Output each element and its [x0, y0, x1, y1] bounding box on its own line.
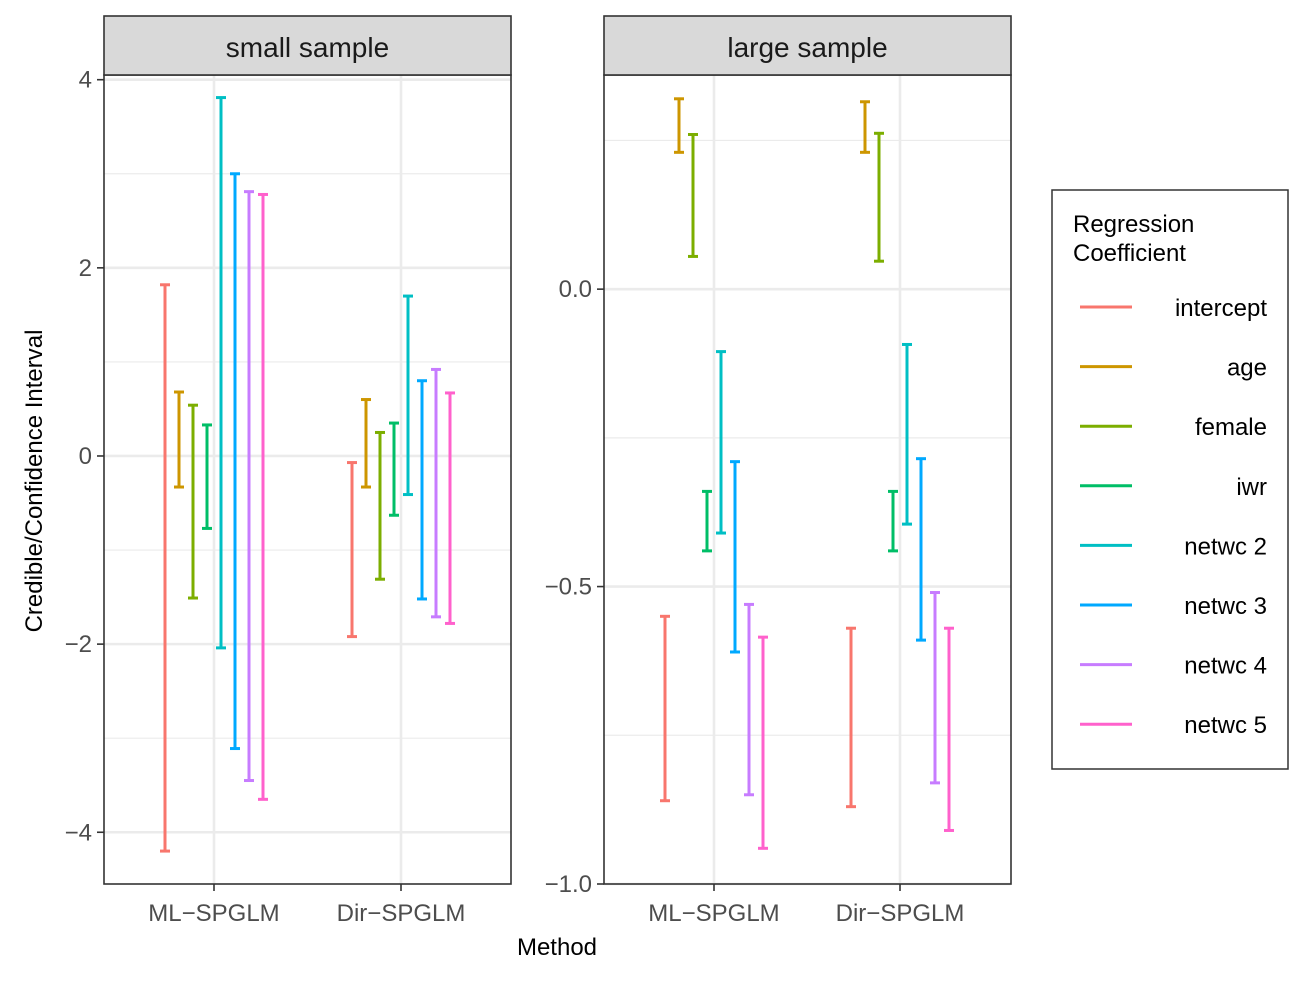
legend-item-age: age [1080, 355, 1267, 382]
legend-box [1051, 189, 1289, 770]
y-tick-label: 0.0 [559, 276, 592, 303]
errorbar-netwc-4-dir-spglm [431, 367, 441, 619]
x-tick-label: ML−SPGLM [648, 900, 779, 927]
errorbar-netwc-3-ml-spglm [230, 172, 240, 751]
legend-item-intercept: intercept [1080, 295, 1267, 322]
errorbar-netwc-2-dir-spglm [902, 342, 912, 526]
legend-item-netwc-4: netwc 4 [1080, 653, 1267, 680]
panel-background [604, 75, 1011, 884]
errorbar-netwc-5-dir-spglm [944, 626, 954, 832]
x-axis-title: Method [517, 934, 597, 961]
errorbar-female-dir-spglm [874, 131, 884, 263]
errorbar-netwc-2-dir-spglm [403, 294, 413, 497]
errorbar-iwr-ml-spglm [202, 423, 212, 530]
y-tick-label: −4 [65, 819, 92, 846]
errorbar-netwc-4-ml-spglm [244, 190, 254, 783]
strip-background [103, 15, 512, 76]
legend-label: netwc 5 [1184, 712, 1267, 739]
x-tick-label: ML−SPGLM [148, 900, 279, 927]
y-tick-label: 0 [79, 443, 92, 470]
errorbar-netwc-4-ml-spglm [744, 602, 754, 797]
legend-item-netwc-3: netwc 3 [1080, 593, 1267, 620]
errorbar-female-ml-spglm [688, 132, 698, 258]
y-tick-label: −1.0 [545, 871, 592, 898]
errorbar-iwr-ml-spglm [702, 489, 712, 553]
y-tick-label: 2 [79, 255, 92, 282]
panel-background [104, 75, 511, 884]
errorbar-intercept-dir-spglm [846, 626, 856, 809]
legend-label: netwc 4 [1184, 653, 1267, 680]
legend-item-female: female [1080, 414, 1267, 441]
legend-item-netwc-5: netwc 5 [1080, 712, 1267, 739]
y-tick-label: −2 [65, 631, 92, 658]
legend-item-netwc-2: netwc 2 [1080, 533, 1267, 560]
legend-entries: intercept age female iwr netwc 2 netwc 3 netwc… [1080, 295, 1267, 739]
errorbar-netwc-4-dir-spglm [930, 591, 940, 785]
x-tick-label: Dir−SPGLM [836, 900, 965, 927]
errorbar-age-ml-spglm [174, 390, 184, 489]
errorbar-intercept-ml-spglm [160, 283, 170, 853]
legend-title-line-1: Regression [1073, 211, 1194, 238]
legend-label: iwr [1236, 474, 1267, 501]
strip-label-small-sample: small sample [226, 32, 389, 63]
errorbar-netwc-3-dir-spglm [916, 457, 926, 642]
x-tick-label: Dir−SPGLM [337, 900, 466, 927]
legend-label: netwc 2 [1184, 533, 1267, 560]
panel-small-sample: small sample −4 −2 0 2 4 ML−SPGLM Dir−SPGLM [65, 15, 512, 927]
strip-label-large-sample: large sample [727, 32, 887, 63]
errorbar-netwc-5-ml-spglm [758, 635, 768, 850]
errorbar-iwr-dir-spglm [888, 489, 898, 553]
legend: Regression Coefficient intercept age femal… [1051, 189, 1289, 770]
legend-label: netwc 3 [1184, 593, 1267, 620]
y-axis-title: Credible/Confidence Interval [21, 330, 48, 633]
panel-large-sample: large sample −1.0 −0.5 0.0 ML−SPGLM Dir−SPGLM [545, 15, 1012, 927]
legend-label: female [1195, 414, 1267, 441]
legend-label: age [1227, 355, 1267, 382]
errorbar-intercept-dir-spglm [347, 461, 357, 639]
y-tick-label: 4 [79, 67, 92, 94]
errorbar-netwc-5-dir-spglm [445, 391, 455, 625]
legend-label: intercept [1175, 295, 1267, 322]
errorbar-age-dir-spglm [860, 100, 870, 154]
legend-title-line-2: Coefficient [1073, 240, 1186, 267]
errorbar-netwc-5-ml-spglm [258, 192, 268, 801]
errorbar-age-ml-spglm [674, 97, 684, 154]
errorbar-netwc-3-ml-spglm [730, 460, 740, 654]
errorbar-netwc-2-ml-spglm [216, 96, 226, 650]
errorbar-female-ml-spglm [188, 403, 198, 600]
legend-item-iwr: iwr [1080, 474, 1267, 501]
strip-background [603, 15, 1012, 76]
errorbar-iwr-dir-spglm [389, 421, 399, 517]
y-tick-label: −0.5 [545, 574, 592, 601]
errorbar-intercept-ml-spglm [660, 614, 670, 803]
errorbar-female-dir-spglm [375, 430, 385, 581]
errorbar-age-dir-spglm [361, 398, 371, 489]
errorbar-netwc-2-ml-spglm [716, 350, 726, 535]
errorbar-netwc-3-dir-spglm [417, 379, 427, 601]
